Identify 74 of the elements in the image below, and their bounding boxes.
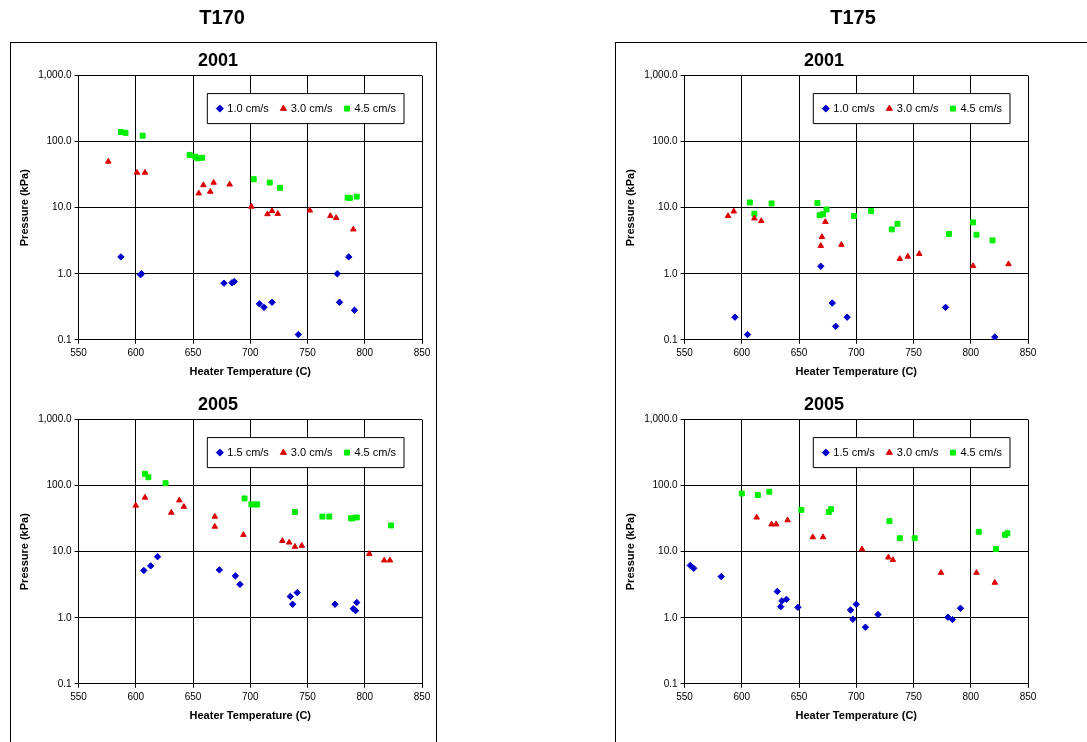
x-tick-label: 850 [1019,690,1037,702]
chart-subtitle: 2001 [197,49,239,70]
x-axis-title: Heater Temperature (C) [795,365,918,378]
y-tick-label: 100.0 [652,135,678,147]
x-tick-label: 800 [356,690,374,702]
y-axis-title: Pressure (kPa) [17,168,30,247]
chart-subtitle: 2001 [803,49,845,70]
y-tick-label: 0.1 [663,677,678,689]
y-tick-label: 100.0 [46,135,72,147]
x-tick-label: 600 [733,690,751,702]
legend-label: 4.5 cm/s [960,445,1003,458]
x-tick-label: 800 [962,346,980,358]
legend-label: 3.0 cm/s [896,101,939,114]
x-tick-label: 750 [905,690,923,702]
y-tick-label: 10.0 [52,545,72,557]
x-tick-label: 750 [299,346,317,358]
y-tick-label: 10.0 [658,201,678,213]
x-tick-label: 800 [356,346,374,358]
x-tick-label: 700 [241,346,260,358]
x-tick-label: 650 [790,690,808,702]
y-tick-label: 1.0 [57,611,72,623]
y-tick-label: 10.0 [658,545,678,557]
x-axis-title: Heater Temperature (C) [189,709,312,722]
y-tick-label: 1,000.0 [644,413,678,425]
legend-label: 4.5 cm/s [354,445,397,458]
x-tick-label: 650 [184,346,202,358]
x-tick-label: 650 [790,346,808,358]
x-tick-label: 550 [676,690,694,702]
y-axis-title: Pressure (kPa) [623,168,636,247]
y-axis-title: Pressure (kPa) [623,512,636,591]
legend-label: 4.5 cm/s [354,101,397,114]
x-tick-label: 850 [413,346,431,358]
y-tick-label: 1.0 [663,267,678,279]
legend-label: 4.5 cm/s [960,101,1003,114]
legend-label: 1.0 cm/s [227,101,270,114]
x-tick-label: 550 [70,346,88,358]
x-tick-label: 550 [676,346,694,358]
x-tick-label: 700 [847,346,866,358]
y-tick-label: 0.1 [57,677,72,689]
y-tick-label: 1.0 [57,267,72,279]
x-tick-label: 700 [847,690,866,702]
y-tick-label: 0.1 [57,333,72,345]
chart-title: T170 [198,6,246,29]
y-tick-label: 1,000.0 [38,69,72,81]
x-tick-label: 550 [70,690,88,702]
y-tick-label: 0.1 [663,333,678,345]
legend-label: 1.5 cm/s [833,445,876,458]
x-tick-label: 800 [962,690,980,702]
x-tick-label: 750 [299,690,317,702]
y-tick-label: 100.0 [46,479,72,491]
legend-label: 1.5 cm/s [227,445,270,458]
x-tick-label: 750 [905,346,923,358]
x-tick-label: 600 [127,346,145,358]
x-tick-label: 850 [413,690,431,702]
legend-label: 3.0 cm/s [290,101,333,114]
y-tick-label: 1,000.0 [644,69,678,81]
x-tick-label: 850 [1019,346,1037,358]
chart-title: 2005 [803,393,845,414]
y-tick-label: 10.0 [52,201,72,213]
legend-label: 3.0 cm/s [290,445,333,458]
y-axis-title: Pressure (kPa) [17,512,30,591]
y-tick-label: 1,000.0 [38,413,72,425]
x-axis-title: Heater Temperature (C) [795,709,918,722]
x-axis-title: Heater Temperature (C) [189,365,312,378]
y-tick-label: 100.0 [652,479,678,491]
x-tick-label: 600 [127,690,145,702]
x-tick-label: 700 [241,690,260,702]
legend-label: 3.0 cm/s [896,445,939,458]
chart-title: T175 [829,6,877,29]
y-tick-label: 1.0 [663,611,678,623]
x-tick-label: 650 [184,690,202,702]
chart-title: 2005 [197,393,239,414]
x-tick-label: 600 [733,346,751,358]
legend-label: 1.0 cm/s [833,101,876,114]
